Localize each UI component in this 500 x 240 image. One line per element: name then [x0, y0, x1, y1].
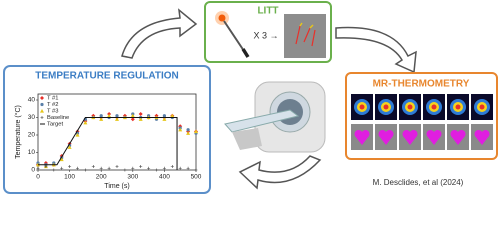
x-tick-label: 100 [64, 174, 75, 181]
marker-plus [147, 166, 151, 170]
arrow-to-regulation [238, 155, 322, 190]
x-axis-label: Time (s) [104, 183, 129, 190]
citation: M. Desclides, et al (2024) [373, 178, 464, 187]
marker-triangle [162, 117, 167, 121]
marker-plus [170, 165, 174, 168]
y-tick-label: 10 [28, 149, 36, 156]
heat-core [479, 104, 485, 110]
heat-core [359, 104, 365, 110]
marker-plus [76, 166, 79, 170]
marker-plus [155, 168, 158, 172]
marker-plus [139, 165, 143, 168]
fiber-tips [299, 22, 314, 29]
mr-images [351, 94, 493, 150]
table-base [232, 128, 262, 150]
marker-diamond [138, 112, 143, 116]
legend-label: Target [47, 122, 64, 128]
marker-plus [99, 166, 103, 170]
marker-triangle [67, 145, 72, 149]
marker-triangle [115, 117, 119, 121]
x-tick-label: 200 [96, 174, 107, 181]
regulation-box [3, 65, 211, 194]
heart [402, 129, 418, 145]
diagram: LITT X 3 → MR-THERMOMETRY M. Desclides, … [3, 1, 498, 194]
page: {"panels":{"litt":{"title":"LITT","multi… [3, 1, 498, 194]
y-tick-label: 40 [28, 97, 36, 104]
marker-circle [99, 114, 103, 118]
litt-title: LITT [257, 6, 278, 17]
marker-triangle [59, 157, 64, 162]
legend-swatch [40, 96, 44, 100]
marker-triangle [186, 131, 191, 135]
laser-tip [218, 14, 226, 22]
marker-plus [186, 166, 190, 170]
table-top [224, 109, 300, 133]
heart [426, 129, 442, 145]
marker-triangle [138, 117, 143, 121]
legend-swatch [40, 102, 44, 107]
marker-circle [115, 114, 119, 118]
heat-core [431, 104, 437, 110]
mr-title: MR-THERMOMETRY [373, 79, 470, 90]
marker-plus [36, 166, 40, 170]
marker-diamond [130, 117, 135, 122]
marker-triangle [194, 129, 198, 134]
x-tick-label: 0 [36, 174, 40, 181]
target-line [38, 117, 178, 170]
heart [378, 129, 394, 145]
marker-plus [44, 165, 48, 168]
marker-plus [194, 168, 198, 172]
x-tick-label: 400 [159, 174, 170, 181]
marker-triangle [107, 113, 112, 118]
arrow-to-litt [121, 8, 198, 59]
marker-plus [131, 166, 135, 170]
arrows [121, 8, 417, 190]
marker-triangle [83, 120, 88, 125]
heart [474, 129, 490, 145]
marker-plus [178, 166, 182, 170]
probe [223, 20, 247, 55]
marker-plus [123, 168, 127, 172]
marker-plus [83, 168, 87, 172]
marker-triangle [130, 113, 135, 118]
marker-plus [107, 166, 111, 170]
marker-circle [162, 114, 166, 118]
x-tick-label: 500 [191, 174, 202, 181]
heart [450, 129, 466, 145]
fibers [295, 25, 316, 47]
y-tick-label: 20 [28, 132, 36, 139]
marker-plus [162, 166, 166, 170]
litt-multiplier: X 3 → [253, 30, 278, 40]
y-tick-label: 0 [31, 167, 35, 174]
regulation-title: TEMPERATURE REGULATION [35, 71, 179, 82]
heart [354, 129, 370, 145]
heat-core [455, 104, 461, 110]
legend-label: Baseline [47, 115, 69, 121]
legend-label: T #2 [47, 102, 59, 108]
mri-scanner [224, 81, 326, 153]
marker-triangle [99, 117, 104, 121]
marker-plus [115, 165, 119, 168]
marker-plus [68, 165, 72, 168]
marker-plus [52, 168, 56, 172]
legend-swatch [40, 116, 44, 119]
marker-triangle [178, 127, 183, 132]
brain-image [284, 14, 326, 58]
marker-plus [60, 166, 64, 170]
marker-triangle [75, 133, 80, 137]
heat-core [407, 104, 413, 110]
heat-core [383, 104, 389, 110]
arrow-to-mr [335, 26, 417, 74]
x-tick-label: 300 [127, 174, 138, 181]
marker-triangle [170, 113, 175, 118]
legend-label: T #1 [47, 96, 59, 102]
marker-plus [91, 165, 95, 168]
legend-swatch [40, 109, 44, 113]
marker-circle [186, 128, 190, 132]
probe-handle [241, 48, 250, 58]
legend-label: T #3 [47, 109, 59, 115]
y-tick-label: 30 [28, 114, 36, 121]
y-axis-label: Temperature (°C) [14, 105, 22, 159]
